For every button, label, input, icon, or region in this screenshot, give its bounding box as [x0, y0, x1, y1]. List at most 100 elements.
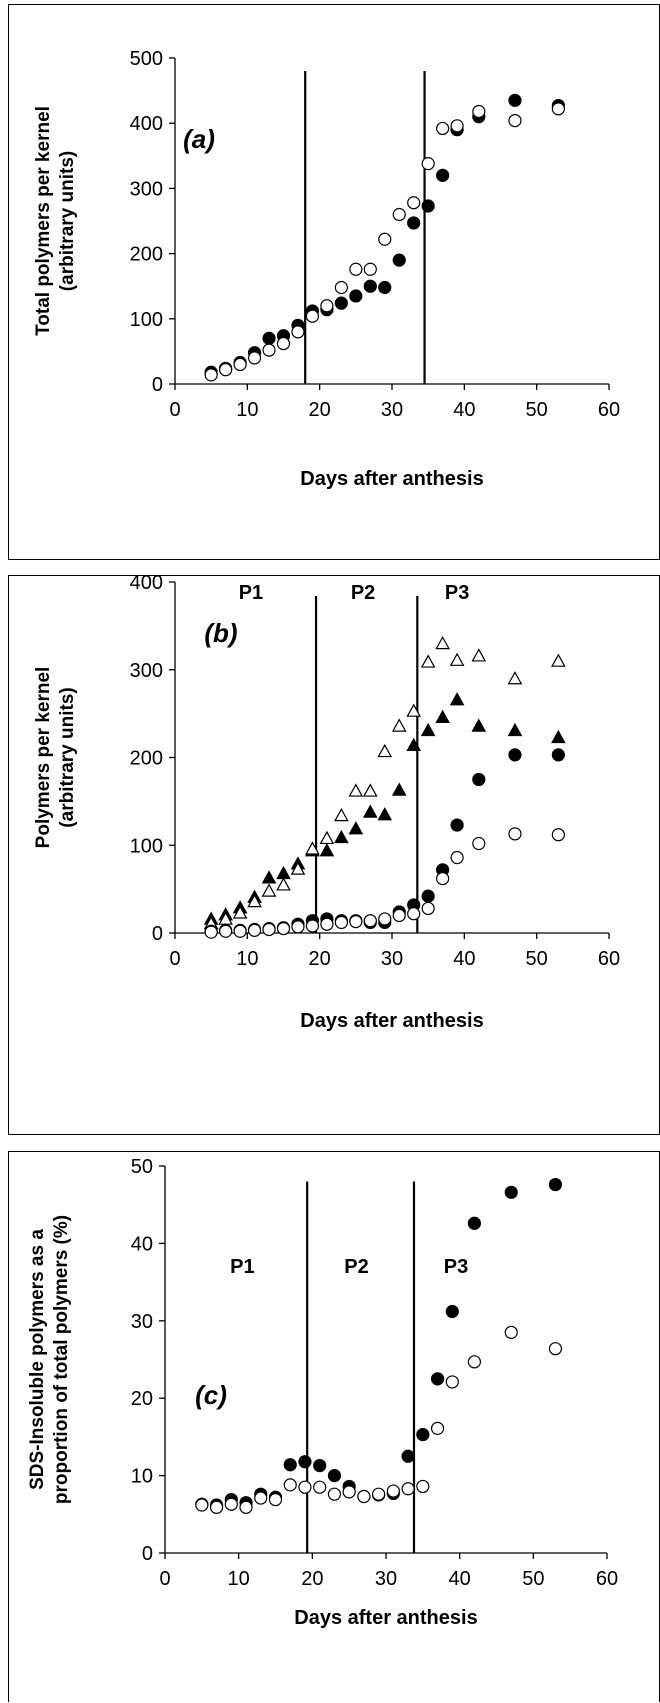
- open-circle-point: [342, 1485, 356, 1499]
- filled-triangle-point: [406, 737, 422, 752]
- open-circle-point: [276, 336, 291, 351]
- phase-label: P3: [444, 1256, 468, 1278]
- chart-c-svg: 0 10 20 30 40 50 0 10 20 30 40 50 60 P1 P2 P3 (c) Days af…: [27, 1156, 618, 1629]
- open-circle-point: [401, 1482, 415, 1496]
- open-circle-point: [239, 1500, 253, 1514]
- open-circle-point: [262, 922, 276, 937]
- open-circle-point: [450, 850, 464, 865]
- filled-triangle-point: [377, 807, 393, 821]
- open-circle-point: [298, 1480, 312, 1494]
- x-tick-label: 30: [381, 948, 403, 970]
- open-circle-point: [363, 914, 377, 928]
- filled-circle-point: [407, 216, 421, 230]
- open-circle-point: [430, 1421, 445, 1435]
- filled-circle-point: [327, 1469, 342, 1483]
- open-circle-point: [313, 1480, 327, 1494]
- open-circle-point: [363, 262, 377, 276]
- y-tick-label: 40: [131, 1233, 153, 1255]
- filled-circle-point: [401, 1449, 415, 1463]
- filled-circle-point: [363, 279, 377, 293]
- filled-circle-point: [551, 748, 565, 762]
- open-circle-point: [421, 901, 435, 916]
- open-circle-point: [305, 309, 320, 323]
- x-axis-label: Days after anthesis: [300, 1010, 483, 1032]
- x-tick-label: 0: [159, 1568, 170, 1590]
- open-circle-point: [204, 368, 218, 382]
- y-tick-label: 10: [131, 1466, 153, 1488]
- open-triangle-point: [232, 905, 248, 919]
- open-circle-point: [254, 1491, 268, 1505]
- open-circle-point: [327, 1487, 342, 1501]
- filled-circle-point: [421, 199, 435, 213]
- y-tick-label: 30: [131, 1311, 153, 1333]
- open-circle-point: [320, 917, 334, 931]
- y-tick-label: 300: [130, 660, 163, 682]
- open-circle-point: [195, 1498, 209, 1512]
- x-tick-label: 0: [169, 948, 180, 970]
- axis-line: [174, 582, 609, 934]
- filled-triangle-point: [507, 722, 523, 737]
- y-tick-label: 0: [142, 1543, 153, 1565]
- y-axis-label: Polymers per kernel: [33, 667, 54, 849]
- filled-triangle-point: [471, 718, 487, 732]
- x-axis-label: Days after anthesis: [300, 468, 483, 490]
- x-tick-label: 20: [309, 948, 331, 970]
- filled-circle-point: [416, 1427, 430, 1442]
- open-circle-point: [247, 923, 262, 937]
- open-triangle-point: [449, 652, 465, 666]
- open-circle-point: [209, 1500, 224, 1514]
- x-tick-label: 50: [522, 1568, 544, 1590]
- chart-panel-b: 0 100 200 300 400 0 10 20 30 40 50 60 P1 P2 P3 (b) Days …: [8, 575, 660, 1135]
- open-circle-point: [421, 157, 435, 171]
- x-tick-label: 50: [526, 399, 548, 421]
- filled-triangle-point: [348, 821, 364, 835]
- y-tick-label: 0: [152, 923, 163, 945]
- open-triangle-point: [391, 718, 407, 732]
- open-circle-point: [283, 1478, 297, 1492]
- filled-circle-point: [467, 1216, 481, 1230]
- filled-triangle-point: [334, 829, 349, 844]
- x-tick-label: 10: [236, 399, 258, 421]
- open-circle-point: [392, 908, 406, 923]
- open-circle-point: [357, 1489, 371, 1504]
- y-tick-label: 200: [130, 748, 163, 770]
- filled-circle-point: [445, 1304, 459, 1319]
- filled-triangle-point: [435, 709, 450, 723]
- axis-line: [174, 58, 609, 385]
- filled-circle-point: [436, 168, 450, 182]
- phase-label: P1: [239, 582, 263, 604]
- filled-circle-point: [298, 1455, 312, 1469]
- x-tick-label: 40: [453, 399, 475, 421]
- filled-circle-point: [508, 748, 522, 762]
- open-circle-point: [219, 363, 233, 377]
- filled-circle-point: [430, 1372, 445, 1386]
- filled-triangle-point: [391, 782, 407, 796]
- x-tick-label: 30: [381, 399, 403, 421]
- open-triangle-point: [261, 883, 277, 897]
- open-circle-point: [548, 1342, 563, 1356]
- open-circle-point: [445, 1375, 459, 1389]
- open-circle-point: [262, 343, 276, 357]
- filled-circle-point: [378, 280, 392, 295]
- x-tick-label: 0: [169, 399, 180, 421]
- y-tick-label: 100: [130, 835, 163, 857]
- panel-label: (c): [195, 1380, 227, 1410]
- filled-triangle-point: [362, 804, 378, 818]
- y-tick-label: 20: [131, 1388, 153, 1410]
- open-circle-point: [378, 232, 392, 246]
- open-circle-point: [291, 325, 305, 339]
- open-triangle-point: [507, 671, 523, 685]
- open-triangle-point: [247, 893, 262, 908]
- y-axis-label: Total polymers per kernel: [33, 106, 54, 336]
- y-axis-label: (arbitrary units): [57, 151, 78, 291]
- open-circle-point: [219, 924, 233, 938]
- open-triangle-point: [471, 648, 487, 662]
- y-tick-label: 50: [131, 1156, 153, 1178]
- open-circle-point: [334, 280, 348, 295]
- open-circle-point: [416, 1479, 430, 1494]
- open-circle-point: [247, 351, 262, 365]
- open-circle-point: [450, 119, 464, 133]
- filled-circle-point: [472, 772, 486, 787]
- open-triangle-point: [435, 635, 450, 650]
- x-axis-label: Days after anthesis: [294, 1607, 477, 1629]
